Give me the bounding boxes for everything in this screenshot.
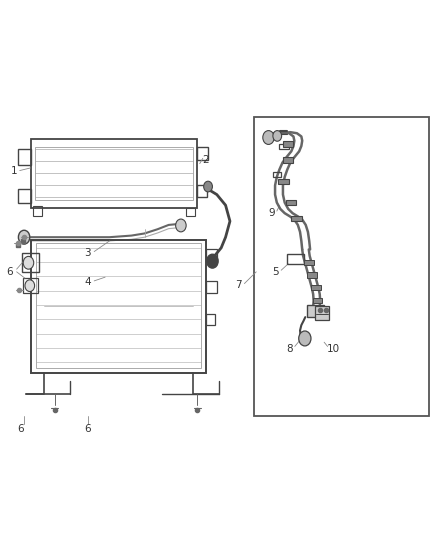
Bar — [287, 254, 304, 264]
Text: 1: 1 — [11, 166, 18, 175]
Circle shape — [23, 256, 34, 269]
Text: 4: 4 — [84, 278, 91, 287]
Bar — [206, 281, 217, 293]
Bar — [304, 260, 314, 265]
Bar — [18, 189, 31, 203]
Bar — [31, 240, 206, 373]
Bar — [313, 298, 322, 303]
Bar — [307, 272, 317, 278]
Bar — [311, 285, 321, 290]
Bar — [315, 306, 328, 320]
Bar — [18, 149, 31, 165]
Bar — [273, 172, 281, 177]
Circle shape — [299, 331, 311, 346]
Text: 8: 8 — [286, 344, 293, 354]
Text: 10: 10 — [326, 344, 339, 354]
Text: 6: 6 — [18, 424, 25, 434]
Bar — [206, 249, 217, 261]
Text: 6: 6 — [6, 267, 13, 277]
Bar — [254, 117, 429, 416]
Bar — [23, 278, 38, 293]
Bar — [22, 253, 39, 272]
Bar — [33, 206, 42, 216]
Bar — [279, 144, 289, 149]
Bar — [31, 139, 197, 208]
Bar — [307, 305, 324, 317]
Circle shape — [25, 280, 35, 292]
Bar — [197, 147, 208, 160]
Bar — [283, 141, 293, 147]
Circle shape — [273, 131, 282, 141]
Bar — [186, 208, 195, 216]
Text: 3: 3 — [84, 248, 91, 258]
Bar — [197, 185, 207, 197]
Bar — [36, 243, 201, 368]
Text: 5: 5 — [272, 267, 279, 277]
Text: 9: 9 — [268, 208, 275, 218]
Circle shape — [18, 230, 30, 244]
Bar — [286, 200, 296, 205]
Bar — [291, 216, 302, 221]
Circle shape — [176, 219, 186, 232]
Text: 2: 2 — [202, 155, 209, 165]
Bar — [278, 179, 289, 184]
Circle shape — [207, 254, 218, 268]
Circle shape — [263, 131, 274, 144]
Bar — [206, 314, 215, 325]
Bar — [283, 157, 293, 163]
Text: 7: 7 — [235, 280, 242, 290]
Circle shape — [204, 181, 212, 192]
Bar — [35, 147, 193, 200]
Text: 6: 6 — [84, 424, 91, 434]
